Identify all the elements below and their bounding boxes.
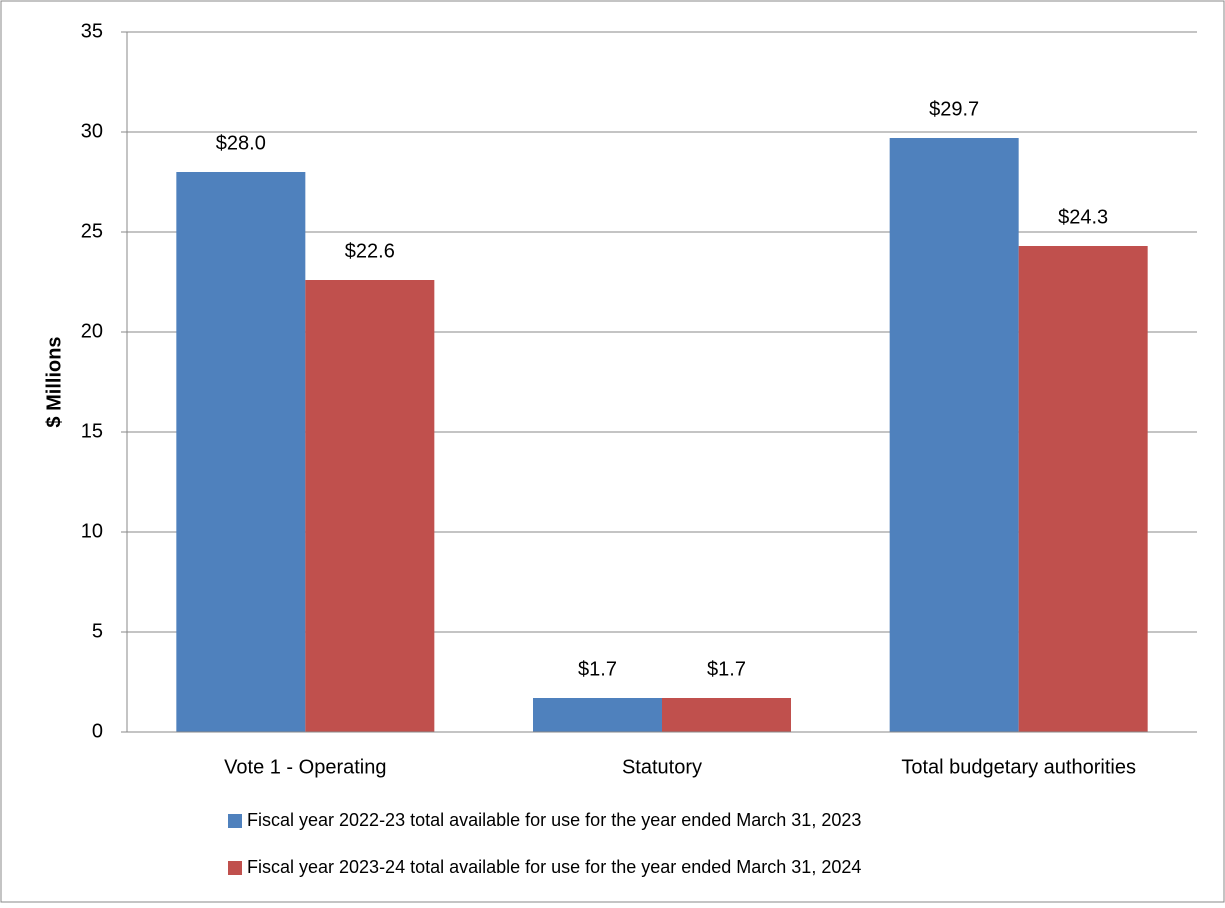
bar <box>662 698 791 732</box>
value-label: $1.7 <box>578 658 617 680</box>
value-label: $1.7 <box>707 658 746 680</box>
y-tick-label: 0 <box>92 720 103 742</box>
value-label: $29.7 <box>929 98 979 120</box>
bar <box>176 172 306 732</box>
x-tick-label: Statutory <box>622 756 702 778</box>
legend-label: Fiscal year 2022-23 total available for … <box>247 810 861 830</box>
legend-swatch <box>228 861 242 875</box>
y-tick-label: 10 <box>81 520 103 542</box>
y-tick-label: 30 <box>81 120 103 142</box>
value-label: $22.6 <box>345 240 395 262</box>
y-tick-label: 25 <box>81 220 103 242</box>
bar <box>889 138 1019 732</box>
y-tick-label: 20 <box>81 320 103 342</box>
value-label: $24.3 <box>1058 206 1108 228</box>
y-tick-label: 15 <box>81 420 103 442</box>
y-axis-label: $ Millions <box>43 336 65 427</box>
x-tick-label: Vote 1 - Operating <box>224 756 386 778</box>
legend-label: Fiscal year 2023-24 total available for … <box>247 857 861 877</box>
bar <box>533 698 662 732</box>
legend-swatch <box>228 814 242 828</box>
y-tick-label: 35 <box>81 20 103 42</box>
y-tick-label: 5 <box>92 620 103 642</box>
x-tick-label: Total budgetary authorities <box>901 756 1136 778</box>
value-label: $28.0 <box>216 132 266 154</box>
bar <box>305 280 435 732</box>
bar <box>1018 246 1148 732</box>
